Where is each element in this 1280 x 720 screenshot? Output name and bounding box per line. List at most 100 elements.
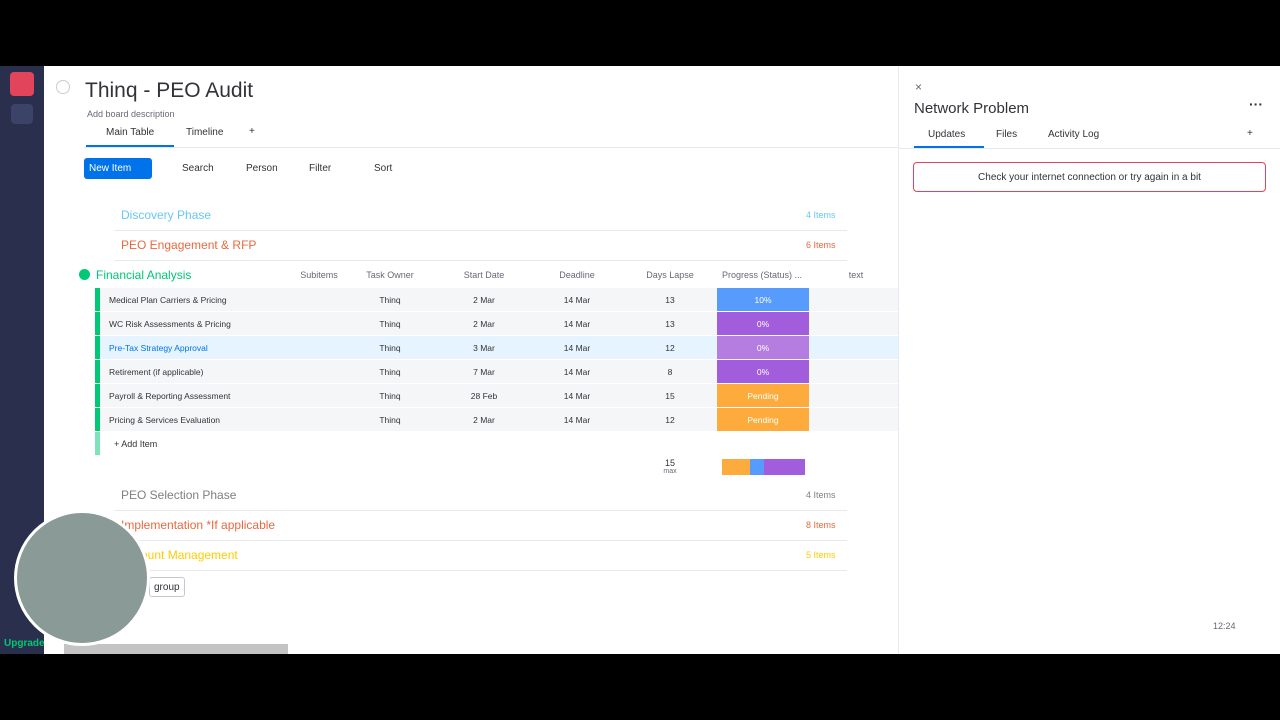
days: 13 bbox=[665, 319, 675, 329]
column-header: Subitems bbox=[300, 270, 338, 280]
row bbox=[95, 384, 898, 407]
owner: Thinq bbox=[379, 319, 401, 329]
group-line bbox=[114, 540, 847, 541]
group-count: 8 Items bbox=[806, 520, 836, 530]
error-message: Check your internet connection or try ag… bbox=[978, 172, 1201, 183]
logo[interactable] bbox=[10, 72, 34, 96]
group-count: 4 Items bbox=[806, 210, 836, 220]
panel-tab[interactable]: + bbox=[1247, 128, 1253, 139]
board-title: Thinq - PEO Audit bbox=[85, 79, 254, 102]
panel-title: Network Problem bbox=[914, 100, 1030, 117]
task-name[interactable]: Pricing & Services Evaluation bbox=[109, 415, 221, 425]
deadline: 14 Mar bbox=[563, 415, 591, 425]
group-count: 5 Items bbox=[806, 550, 836, 560]
status: 10% bbox=[754, 295, 772, 305]
deadline: 14 Mar bbox=[563, 367, 591, 377]
panel-tab[interactable]: Activity Log bbox=[1048, 129, 1100, 140]
start: 7 Mar bbox=[473, 367, 495, 377]
group-name[interactable]: Financial Analysis bbox=[96, 268, 192, 282]
panel-tab[interactable]: Updates bbox=[928, 129, 966, 140]
row-marker bbox=[95, 336, 100, 359]
group-name[interactable]: Discovery Phase bbox=[121, 208, 212, 222]
group-line bbox=[114, 570, 847, 571]
groups: Discovery Phase 4 Items PEO Engagement & R… bbox=[44, 66, 898, 654]
group-toggle[interactable] bbox=[79, 269, 90, 280]
task-name[interactable]: WC Risk Assessments & Pricing bbox=[109, 319, 231, 329]
status-summary bbox=[764, 459, 805, 475]
person[interactable]: Person bbox=[246, 163, 278, 174]
status-cell[interactable] bbox=[717, 384, 809, 407]
deadline: 14 Mar bbox=[563, 295, 591, 305]
days: 12 bbox=[665, 343, 675, 353]
divider bbox=[899, 148, 1280, 149]
summary: 15 bbox=[664, 458, 675, 468]
status-cell[interactable] bbox=[717, 408, 809, 431]
divider bbox=[84, 147, 898, 148]
group-line bbox=[114, 230, 847, 231]
column-header: Start Date bbox=[463, 270, 505, 280]
tab[interactable]: Timeline bbox=[186, 127, 224, 138]
days: 15 bbox=[665, 391, 675, 401]
sort[interactable]: Sort bbox=[374, 163, 393, 174]
deadline: 14 Mar bbox=[563, 391, 591, 401]
status: Pending bbox=[747, 391, 779, 401]
panel-tab[interactable]: Files bbox=[996, 129, 1018, 140]
owner: Thinq bbox=[379, 415, 401, 425]
tab[interactable]: Main Table bbox=[106, 127, 155, 138]
board-description[interactable]: Add board description bbox=[87, 109, 175, 119]
group-line bbox=[114, 260, 847, 261]
group-name[interactable]: Implementation *If applicable bbox=[121, 518, 276, 532]
row-marker bbox=[95, 288, 100, 311]
row bbox=[95, 312, 898, 335]
row bbox=[95, 336, 898, 359]
apps-icon[interactable] bbox=[11, 104, 33, 124]
scrollbar bbox=[64, 644, 288, 654]
owner: Thinq bbox=[379, 367, 401, 377]
more[interactable]: ··· bbox=[1249, 96, 1263, 112]
new-item: New Item bbox=[89, 163, 132, 174]
days: 8 bbox=[667, 367, 673, 377]
panel: × Network Problem ··· Updates Files Acti… bbox=[898, 66, 1280, 654]
owner: Thinq bbox=[379, 295, 401, 305]
group-name[interactable]: Account Management bbox=[121, 548, 238, 562]
task-name[interactable]: Medical Plan Carriers & Pricing bbox=[109, 295, 227, 305]
status: 0% bbox=[756, 367, 770, 377]
search[interactable]: Search bbox=[182, 163, 214, 174]
task-name[interactable]: Payroll & Reporting Assessment bbox=[109, 391, 231, 401]
start: 2 Mar bbox=[473, 415, 495, 425]
collapse[interactable] bbox=[56, 80, 70, 94]
status: Pending bbox=[747, 415, 779, 425]
status-summary bbox=[722, 459, 750, 475]
column-header: Progress (Status) ... bbox=[721, 270, 803, 280]
status: 0% bbox=[756, 343, 770, 353]
status-cell[interactable] bbox=[717, 336, 809, 359]
days: 12 bbox=[665, 415, 675, 425]
group-count: 4 Items bbox=[806, 490, 836, 500]
status-cell[interactable] bbox=[717, 312, 809, 335]
upgrade[interactable]: Upgrade bbox=[4, 638, 45, 649]
start: 2 Mar bbox=[473, 319, 495, 329]
tab[interactable]: + bbox=[249, 126, 255, 137]
status-cell[interactable] bbox=[717, 360, 809, 383]
row bbox=[95, 288, 898, 311]
start: 28 Feb bbox=[470, 391, 498, 401]
new-item-button[interactable]: New Item bbox=[84, 158, 152, 179]
owner: Thinq bbox=[379, 391, 401, 401]
task-name[interactable]: Retirement (if applicable) bbox=[109, 367, 204, 377]
group-count: 6 Items bbox=[806, 240, 836, 250]
filter[interactable]: Filter bbox=[309, 163, 332, 174]
days: 13 bbox=[665, 295, 675, 305]
group-name[interactable]: PEO Engagement & RFP bbox=[121, 238, 257, 252]
status-cell[interactable] bbox=[717, 288, 809, 311]
add-group-button[interactable]: group bbox=[149, 577, 185, 597]
close[interactable]: × bbox=[915, 80, 923, 94]
row bbox=[95, 360, 898, 383]
add-group: group bbox=[154, 582, 180, 593]
add-item[interactable]: + Add Item bbox=[114, 439, 158, 449]
row-marker bbox=[95, 408, 100, 431]
status-summary bbox=[750, 459, 764, 475]
deadline: 14 Mar bbox=[563, 319, 591, 329]
group-name[interactable]: PEO Selection Phase bbox=[121, 488, 237, 502]
row bbox=[95, 408, 898, 431]
task-name[interactable]: Pre-Tax Strategy Approval bbox=[109, 343, 208, 353]
